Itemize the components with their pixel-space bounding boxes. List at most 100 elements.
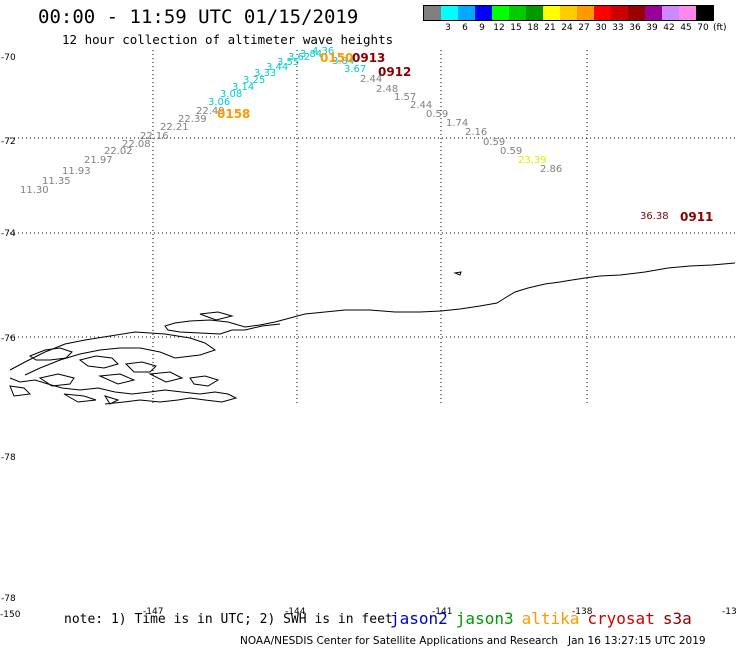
wave-height-value: 3.44 bbox=[266, 62, 288, 73]
wave-height-legend: (ft) 3 6 9 12 15 18 21 24 27 30 33 36 39 42 45 70 bbox=[423, 5, 727, 35]
island-5 bbox=[98, 373, 136, 385]
legend-swatch bbox=[441, 6, 458, 20]
coast-lower bbox=[9, 377, 238, 405]
legend-swatch bbox=[492, 6, 509, 20]
legend-label: 18 bbox=[527, 23, 539, 33]
legend-label: 15 bbox=[510, 23, 522, 33]
legend-swatch bbox=[560, 6, 577, 20]
island-4 bbox=[38, 373, 75, 387]
island-3 bbox=[124, 361, 157, 373]
wave-height-value: 11.93 bbox=[62, 166, 91, 177]
page-title: 00:00 - 11:59 UTC 01/15/2019 bbox=[38, 6, 359, 28]
mission-jason2: jason2 bbox=[390, 609, 448, 628]
pass-time: 0150 bbox=[320, 51, 353, 65]
legend-swatch bbox=[696, 6, 713, 20]
wave-height-value: 3.84 bbox=[300, 49, 322, 60]
legend-swatch bbox=[475, 6, 492, 20]
lat-label: -74 bbox=[1, 229, 16, 239]
wave-height-value: 22.16 bbox=[140, 131, 169, 142]
wave-height-value: 3.55 bbox=[277, 57, 299, 68]
lat-label: -78 bbox=[1, 453, 16, 463]
lat-label: -72 bbox=[1, 137, 16, 147]
mission-altika: altika bbox=[521, 609, 580, 628]
legend-label: 3 bbox=[445, 23, 451, 33]
legend-swatch bbox=[679, 6, 696, 20]
legend-swatch bbox=[662, 6, 679, 20]
wave-height-value: 2.48 bbox=[376, 84, 398, 95]
wave-height-value: 3.33 bbox=[254, 68, 276, 79]
legend-swatch bbox=[526, 6, 543, 20]
legend-label: 30 bbox=[595, 23, 607, 33]
graticule bbox=[10, 50, 735, 405]
lon-label: -138 bbox=[572, 607, 593, 617]
wave-height-value: 22.39 bbox=[178, 114, 207, 125]
wave-height-value: 23.39 bbox=[518, 155, 547, 166]
wave-height-value: 3.25 bbox=[243, 75, 265, 86]
island-10 bbox=[103, 395, 120, 405]
mission-cryosat: cryosat bbox=[587, 609, 655, 628]
island-7 bbox=[189, 375, 220, 387]
footer-note: note: 1) Time is in UTC; 2) SWH is in fe… bbox=[64, 612, 393, 627]
legend-label: 42 bbox=[663, 23, 675, 33]
mission-s3a: s3a bbox=[662, 609, 692, 628]
legend-color-bar bbox=[423, 5, 714, 21]
legend-swatch bbox=[611, 6, 628, 20]
wave-height-observations: 11.3011.3511.9321.9722.0222.0822.1622.21… bbox=[20, 46, 669, 222]
wave-height-value: 1.74 bbox=[446, 118, 468, 129]
mission-legend: jason2 jason3 altika cryosat s3a bbox=[390, 609, 700, 628]
wave-height-value: 4.36 bbox=[312, 46, 334, 57]
lon-label: -13 bbox=[722, 607, 737, 617]
wave-height-value: 0.59 bbox=[426, 109, 448, 120]
island-2 bbox=[78, 355, 119, 369]
lat-label: -78 bbox=[1, 594, 16, 604]
legend-label: 70 bbox=[697, 23, 709, 33]
wave-height-value: 3.06 bbox=[208, 97, 230, 108]
ice-shelf-coast bbox=[9, 331, 217, 376]
pass-time: 0912 bbox=[378, 65, 411, 79]
island-6 bbox=[148, 371, 184, 383]
wave-height-value: 0.59 bbox=[483, 137, 505, 148]
legend-label: 24 bbox=[561, 23, 573, 33]
legend-swatch bbox=[424, 6, 441, 20]
lon-label: -147 bbox=[143, 607, 163, 617]
pass-time: 0158 bbox=[217, 107, 250, 121]
island-1 bbox=[28, 347, 73, 361]
wave-height-value: 2.16 bbox=[465, 127, 487, 138]
page-subtitle: 12 hour collection of altimeter wave hei… bbox=[62, 32, 394, 47]
lon-label: -141 bbox=[432, 607, 452, 617]
mission-jason3: jason3 bbox=[455, 609, 514, 628]
legend-unit: (ft) bbox=[713, 23, 727, 33]
legend-swatch bbox=[509, 6, 526, 20]
wave-height-value: 22.08 bbox=[122, 139, 151, 150]
wave-height-value: 36.38 bbox=[640, 211, 669, 222]
island-11 bbox=[199, 311, 234, 321]
legend-label: 27 bbox=[578, 23, 590, 33]
legend-swatch bbox=[645, 6, 662, 20]
longitude-labels: -150 -147 -144 -141 -138 -13 bbox=[0, 607, 737, 620]
antarctic-coastline bbox=[9, 262, 736, 405]
legend-label: 36 bbox=[629, 23, 641, 33]
lat-label: -76 bbox=[1, 334, 16, 344]
wave-height-value: 3.84 bbox=[332, 56, 354, 67]
wave-height-value: 1.57 bbox=[394, 92, 416, 103]
legend-swatch bbox=[577, 6, 594, 20]
island-8 bbox=[9, 385, 32, 397]
island-9 bbox=[63, 393, 97, 403]
lon-label: -150 bbox=[0, 610, 21, 620]
lon-label: -144 bbox=[285, 607, 306, 617]
legend-label: 39 bbox=[646, 23, 658, 33]
legend-swatch bbox=[594, 6, 611, 20]
legend-label: 33 bbox=[612, 23, 624, 33]
coastline-shelf-edge bbox=[164, 262, 736, 335]
wave-height-value: 0.59 bbox=[500, 146, 522, 157]
wave-height-value: 3.14 bbox=[232, 82, 254, 93]
legend-label: 6 bbox=[462, 23, 468, 33]
legend-swatch bbox=[628, 6, 645, 20]
wave-height-value: 11.30 bbox=[20, 185, 49, 196]
wave-height-value: 2.86 bbox=[540, 164, 562, 175]
pass-time: 0911 bbox=[680, 210, 713, 224]
wave-height-value: 11.35 bbox=[42, 176, 71, 187]
wave-height-value: 3.62 bbox=[288, 52, 310, 63]
